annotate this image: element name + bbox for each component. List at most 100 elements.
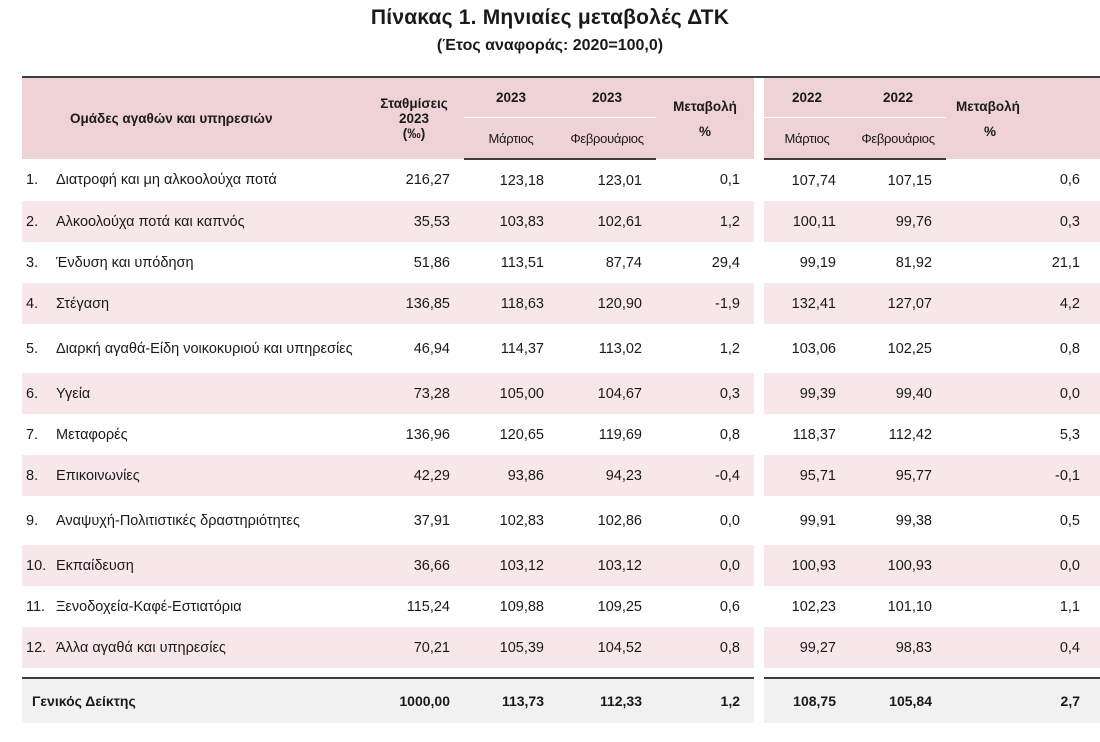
row-category: Ένδυση και υπόδηση <box>54 242 364 283</box>
row-2022-march: 132,41 <box>764 283 850 324</box>
row-2023-change: 29,4 <box>656 242 754 283</box>
row-2023-march: 93,86 <box>464 455 558 496</box>
row-2023-february: 104,67 <box>558 373 656 414</box>
column-gap <box>754 414 764 455</box>
column-gap <box>754 496 764 545</box>
row-index: 4. <box>22 283 54 324</box>
row-weight: 42,29 <box>364 455 464 496</box>
column-gap <box>754 678 764 723</box>
row-weight: 46,94 <box>364 324 464 373</box>
row-weight: 36,66 <box>364 545 464 586</box>
column-gap <box>754 159 764 201</box>
total-2022-march: 108,75 <box>764 677 850 723</box>
row-2023-march: 102,83 <box>464 496 558 545</box>
row-2022-march: 118,37 <box>764 414 850 455</box>
row-2022-february: 112,42 <box>850 414 946 455</box>
row-weight: 70,21 <box>364 627 464 668</box>
row-2022-march: 107,74 <box>764 159 850 201</box>
total-label: Γενικός Δείκτης <box>22 677 364 723</box>
row-2023-change: 0,6 <box>656 586 754 627</box>
row-2023-change: -0,4 <box>656 455 754 496</box>
table-subtitle: (Έτος αναφοράς: 2020=100,0) <box>436 37 664 54</box>
row-index: 8. <box>22 455 54 496</box>
row-2023-february: 109,25 <box>558 586 656 627</box>
row-index: 9. <box>22 496 54 545</box>
row-2022-february: 101,10 <box>850 586 946 627</box>
table-title: Πίνακας 1. Μηνιαίες μεταβολές ΔΤΚ <box>370 6 730 29</box>
table-row: 11. Ξενοδοχεία-Καφέ-Εστιατόρια 115,24 10… <box>22 586 1100 627</box>
table-row: 4. Στέγαση 136,85 118,63 120,90 -1,9 132… <box>22 283 1100 324</box>
year-header-2023-mar: 2023 <box>464 76 558 118</box>
row-weight: 115,24 <box>364 586 464 627</box>
weights-header-line2: 2023 <box>398 111 430 126</box>
row-index: 2. <box>22 201 54 242</box>
total-2022-change: 2,7 <box>946 677 1100 723</box>
row-weight: 73,28 <box>364 373 464 414</box>
row-2022-march: 102,23 <box>764 586 850 627</box>
column-gap <box>754 76 764 159</box>
column-gap <box>754 324 764 373</box>
row-2023-change: 1,2 <box>656 324 754 373</box>
weights-header: Σταθμίσεις 2023 (‰) <box>364 76 464 159</box>
row-2023-march: 120,65 <box>464 414 558 455</box>
row-2022-february: 99,40 <box>850 373 946 414</box>
year-header-2023-feb: 2023 <box>558 76 656 118</box>
total-weight: 1000,00 <box>364 677 464 723</box>
month-header-2023-mar: Μάρτιος <box>464 117 558 160</box>
row-2022-change: 0,0 <box>946 545 1100 586</box>
row-spacer <box>22 668 1100 678</box>
row-2022-february: 107,15 <box>850 159 946 201</box>
table-row: 2. Αλκοολούχα ποτά και καπνός 35,53 103,… <box>22 201 1100 242</box>
column-gap <box>754 627 764 668</box>
table-row: 9. Αναψυχή-Πολιτιστικές δραστηριότητες 3… <box>22 496 1100 545</box>
row-2022-change: 1,1 <box>946 586 1100 627</box>
row-2023-change: 0,1 <box>656 159 754 201</box>
row-2022-march: 99,91 <box>764 496 850 545</box>
table-row: 12. Άλλα αγαθά και υπηρεσίες 70,21 105,3… <box>22 627 1100 668</box>
row-2022-march: 99,27 <box>764 627 850 668</box>
row-2022-march: 95,71 <box>764 455 850 496</box>
row-2023-change: 0,3 <box>656 373 754 414</box>
row-2022-february: 95,77 <box>850 455 946 496</box>
row-2022-february: 127,07 <box>850 283 946 324</box>
row-category: Υγεία <box>54 373 364 414</box>
column-gap <box>754 586 764 627</box>
change-header-2023-line2: % <box>698 123 711 139</box>
row-2023-february: 119,69 <box>558 414 656 455</box>
total-2023-march: 113,73 <box>464 677 558 723</box>
row-index: 1. <box>22 159 54 201</box>
row-2023-february: 102,86 <box>558 496 656 545</box>
row-2023-change: 1,2 <box>656 201 754 242</box>
row-category: Διαρκή αγαθά-Είδη νοικοκυριού και υπηρεσ… <box>54 324 364 373</box>
row-2023-change: 0,0 <box>656 545 754 586</box>
weights-header-line1: Σταθμίσεις <box>380 96 448 111</box>
table-row: 10. Εκπαίδευση 36,66 103,12 103,12 0,0 1… <box>22 545 1100 586</box>
row-2023-march: 105,00 <box>464 373 558 414</box>
row-2022-change: 0,0 <box>946 373 1100 414</box>
column-gap <box>754 455 764 496</box>
column-gap <box>754 242 764 283</box>
row-2023-february: 87,74 <box>558 242 656 283</box>
row-weight: 216,27 <box>364 159 464 201</box>
row-category: Αλκοολούχα ποτά και καπνός <box>54 201 364 242</box>
column-gap <box>754 545 764 586</box>
row-category: Διατροφή και μη αλκοολούχα ποτά <box>54 159 364 201</box>
total-2022-february: 105,84 <box>850 677 946 723</box>
row-index: 12. <box>22 627 54 668</box>
row-2022-change: 0,4 <box>946 627 1100 668</box>
total-2023-change: 1,2 <box>656 677 754 723</box>
row-2022-march: 103,06 <box>764 324 850 373</box>
row-weight: 37,91 <box>364 496 464 545</box>
row-2023-february: 102,61 <box>558 201 656 242</box>
month-header-2022-mar: Μάρτιος <box>764 117 850 160</box>
row-2023-march: 103,12 <box>464 545 558 586</box>
row-index: 6. <box>22 373 54 414</box>
row-2022-change: 0,3 <box>946 201 1100 242</box>
row-weight: 35,53 <box>364 201 464 242</box>
row-2023-february: 94,23 <box>558 455 656 496</box>
row-index: 10. <box>22 545 54 586</box>
row-2022-february: 102,25 <box>850 324 946 373</box>
change-header-2023: Μεταβολή % <box>656 76 754 159</box>
row-2022-march: 100,11 <box>764 201 850 242</box>
table-header: Ομάδες αγαθών και υπηρεσιών Σταθμίσεις 2… <box>22 76 1100 160</box>
